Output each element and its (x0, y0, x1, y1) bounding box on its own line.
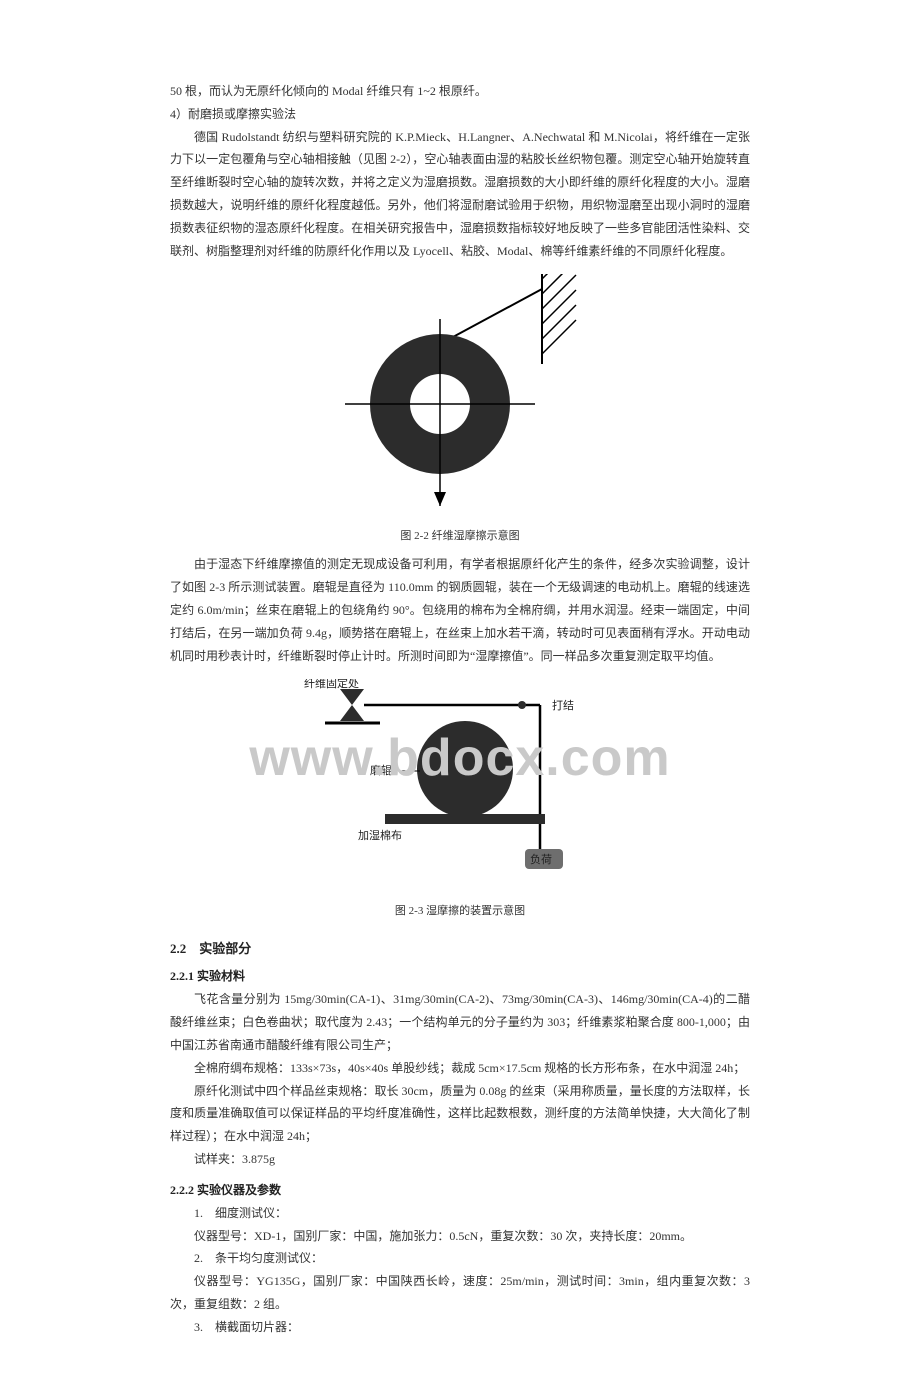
paragraph-7: 试样夹：3.875g (170, 1148, 750, 1171)
caption-2-3: 图 2-3 湿摩擦的装置示意图 (170, 902, 750, 918)
label-roller: 磨辊 (370, 763, 392, 777)
label-cloth: 加湿棉布 (358, 828, 402, 842)
paragraph-6: 原纤化测试中四个样品丝束规格：取长 30cm，质量为 0.08g 的丝束（采用称… (170, 1080, 750, 1148)
paragraph-lead-2: 4）耐磨损或摩擦实验法 (170, 103, 750, 126)
subheading-2-2-1: 2.2.1 实验材料 (170, 967, 750, 984)
paragraph-lead-1: 50 根，而认为无原纤化倾向的 Modal 纤维只有 1~2 根原纤。 (170, 80, 750, 103)
item-2-title: 2. 条干均匀度测试仪： (170, 1247, 750, 1270)
paragraph-5: 全棉府绸布规格：133s×73s，40s×40s 单股纱线；裁成 5cm×17.… (170, 1057, 750, 1080)
paragraph-4: 飞花含量分别为 15mg/30min(CA-1)、31mg/30min(CA-2… (170, 988, 750, 1056)
subheading-2-2-2: 2.2.2 实验仪器及参数 (170, 1181, 750, 1198)
item-2-body: 仪器型号：YG135G，国别厂家：中国陕西长岭，速度：25m/min，测试时间：… (170, 1270, 750, 1316)
label-fix: 纤维固定处 (304, 679, 359, 690)
item-1-title: 1. 细度测试仪： (170, 1202, 750, 1225)
figure-2-2 (170, 274, 750, 519)
caption-2-2: 图 2-2 纤维湿摩擦示意图 (170, 527, 750, 543)
item-3-title: 3. 横截面切片器： (170, 1316, 750, 1339)
paragraph-3: 由于湿态下纤维摩擦值的测定无现成设备可利用，有学者根据原纤化产生的条件，经多次实… (170, 553, 750, 667)
label-knot: 打结 (552, 698, 574, 712)
label-load: 负荷 (530, 852, 552, 866)
heading-2-2: 2.2 实验部分 (170, 938, 750, 957)
item-1-body: 仪器型号：XD-1，国别厂家：中国，施加张力：0.5cN，重复次数：30 次，夹… (170, 1225, 750, 1248)
document-page: 50 根，而认为无原纤化倾向的 Modal 纤维只有 1~2 根原纤。 4）耐磨… (0, 0, 920, 1399)
figure-2-2-svg (310, 274, 610, 514)
paragraph-2: 德国 Rudolstandt 纺织与塑料研究院的 K.P.Mieck、H.Lan… (170, 126, 750, 263)
figure-2-3: 纤维固定处 打结 磨辊 加湿棉布 负荷 (170, 679, 750, 894)
figure-2-3-svg: 纤维固定处 打结 磨辊 加湿棉布 负荷 (270, 679, 650, 889)
